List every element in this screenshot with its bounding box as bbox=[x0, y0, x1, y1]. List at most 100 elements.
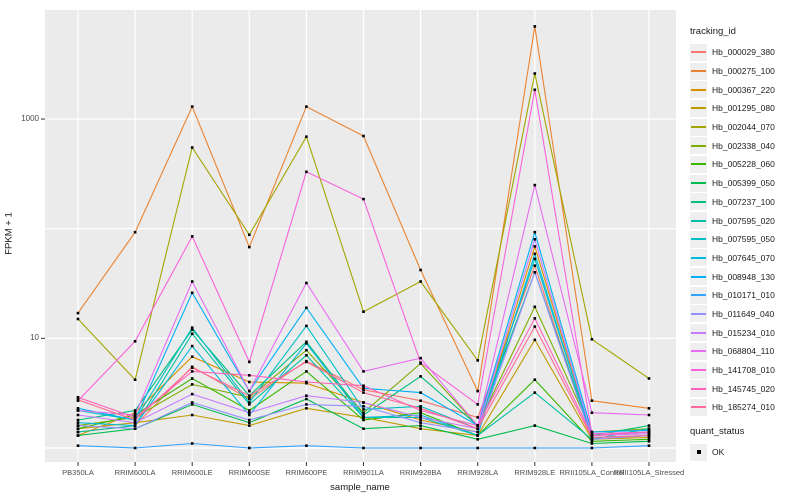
data-point bbox=[533, 424, 537, 427]
data-point bbox=[647, 438, 651, 441]
legend-item-label: Hb_141708_010 bbox=[712, 365, 775, 376]
data-point bbox=[248, 360, 251, 364]
legend-item: Hb_010171_010 bbox=[690, 286, 798, 305]
data-point bbox=[533, 72, 537, 75]
data-point bbox=[533, 446, 537, 450]
data-point bbox=[248, 424, 251, 427]
data-point bbox=[476, 427, 479, 430]
legend-item: Hb_141708_010 bbox=[690, 361, 798, 380]
data-point bbox=[362, 310, 365, 313]
x-tick-label: RRIM901LA bbox=[343, 468, 384, 477]
series-color-line-icon bbox=[691, 144, 706, 147]
data-point bbox=[419, 391, 422, 394]
data-point bbox=[647, 430, 651, 434]
data-point bbox=[248, 418, 251, 422]
legend-item-label: Hb_145745_020 bbox=[712, 383, 775, 394]
data-point bbox=[476, 389, 479, 393]
data-point bbox=[476, 359, 479, 362]
data-point bbox=[419, 421, 422, 424]
data-point bbox=[248, 389, 251, 393]
data-point bbox=[362, 370, 365, 373]
x-tick-label: PB350LA bbox=[62, 468, 94, 477]
legend-item-label: Hb_008948_130 bbox=[712, 271, 775, 282]
data-point bbox=[362, 134, 365, 138]
data-point bbox=[419, 409, 422, 412]
legend-key bbox=[690, 62, 707, 80]
series-color-line-icon bbox=[691, 256, 706, 259]
data-point bbox=[190, 146, 194, 149]
legend-item: Hb_001295_080 bbox=[690, 99, 798, 118]
data-point bbox=[190, 105, 194, 108]
data-point bbox=[362, 427, 365, 430]
x-tick-label: RRIM928LE bbox=[514, 468, 556, 477]
legend-item: Hb_005399_050 bbox=[690, 174, 798, 193]
data-point bbox=[533, 391, 537, 394]
x-tick-label: RRII105LA_Stressed bbox=[613, 468, 685, 477]
data-point bbox=[76, 424, 80, 427]
legend-key bbox=[690, 268, 707, 286]
data-point bbox=[305, 342, 308, 345]
data-point bbox=[305, 306, 308, 310]
x-tick-label: RRIM928LA bbox=[457, 468, 499, 477]
legend-panel: tracking_id Hb_000029_380 Hb_000275_100 Hb… bbox=[690, 26, 798, 461]
data-point bbox=[419, 399, 422, 402]
data-point bbox=[305, 380, 308, 384]
data-point bbox=[190, 326, 194, 329]
data-point bbox=[190, 291, 194, 295]
legend-key bbox=[690, 137, 707, 155]
series-color-line-icon bbox=[691, 182, 706, 185]
legend-item-label: OK bbox=[712, 447, 725, 458]
legend-item-label: Hb_005399_050 bbox=[712, 178, 775, 189]
data-point bbox=[590, 434, 594, 437]
data-point bbox=[533, 183, 537, 187]
legend-key bbox=[690, 193, 707, 211]
data-point bbox=[76, 430, 80, 434]
data-point bbox=[476, 430, 479, 434]
series-color-line-icon bbox=[691, 387, 706, 390]
data-point bbox=[419, 413, 422, 417]
legend-item: Hb_008948_130 bbox=[690, 267, 798, 286]
data-point bbox=[133, 421, 137, 424]
data-point bbox=[248, 374, 251, 377]
series-color-line-icon bbox=[691, 219, 706, 222]
data-point bbox=[305, 403, 308, 406]
data-point bbox=[590, 411, 594, 414]
legend-item: Hb_000367_220 bbox=[690, 80, 798, 99]
y-tick-label: 10 bbox=[30, 333, 39, 343]
data-point bbox=[362, 391, 365, 394]
legend-item-label: Hb_000367_220 bbox=[712, 84, 775, 95]
data-point bbox=[133, 427, 137, 430]
data-point bbox=[190, 332, 194, 336]
data-point bbox=[362, 408, 365, 411]
data-point bbox=[190, 413, 194, 417]
series-color-line-icon bbox=[691, 70, 706, 73]
data-point bbox=[133, 446, 137, 450]
data-point bbox=[305, 354, 308, 357]
data-point bbox=[533, 257, 537, 261]
data-point bbox=[76, 398, 80, 402]
legend-item: Hb_002338_040 bbox=[690, 136, 798, 155]
data-point bbox=[590, 430, 594, 434]
legend-key bbox=[690, 99, 707, 117]
data-point bbox=[647, 429, 651, 432]
x-tick-label: RRIM600PE bbox=[285, 468, 328, 477]
data-point bbox=[76, 418, 80, 422]
data-point bbox=[248, 394, 251, 397]
data-point bbox=[190, 392, 194, 396]
data-point bbox=[190, 328, 194, 331]
data-point bbox=[76, 317, 80, 321]
data-point bbox=[76, 444, 80, 447]
data-point bbox=[590, 442, 594, 445]
legend-key bbox=[690, 324, 707, 342]
data-point bbox=[419, 446, 422, 450]
data-point bbox=[533, 317, 537, 320]
legend-item-label: Hb_007645_070 bbox=[712, 252, 775, 263]
legend-item-label: Hb_001295_080 bbox=[712, 103, 775, 114]
data-point bbox=[248, 446, 251, 450]
data-point bbox=[533, 88, 537, 92]
data-point bbox=[248, 411, 251, 414]
data-point bbox=[190, 403, 194, 406]
data-point bbox=[476, 446, 479, 450]
data-point bbox=[305, 170, 308, 174]
